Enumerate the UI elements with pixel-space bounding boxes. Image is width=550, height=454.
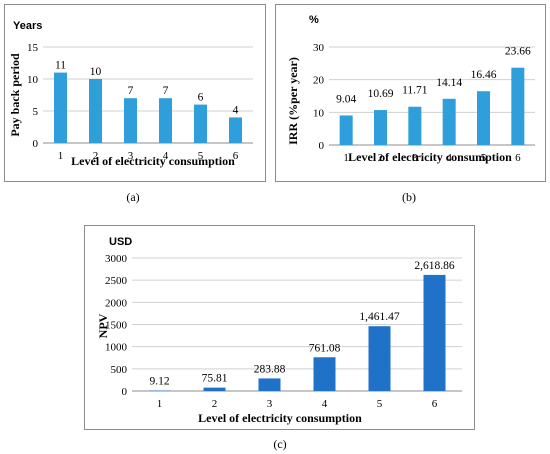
- chart-b-caption: (b): [402, 190, 416, 204]
- bar: [124, 98, 137, 143]
- y-tick-label: 5: [33, 106, 39, 118]
- y-tick-label: 2000: [105, 297, 128, 309]
- bar: [258, 378, 281, 391]
- bar: [159, 98, 172, 143]
- y-axis-title: Pay back period: [8, 53, 22, 137]
- x-tick-label: 2: [212, 398, 218, 410]
- x-tick-label: 6: [432, 398, 438, 410]
- x-tick-label: 1: [157, 398, 163, 410]
- data-label: 10.69: [368, 88, 394, 100]
- y-tick-label: 10: [27, 74, 39, 86]
- y-tick-label: 1500: [105, 320, 128, 332]
- data-label: 9.12: [149, 376, 169, 388]
- bar: [54, 72, 67, 143]
- data-label: 1,461.47: [359, 311, 400, 323]
- chart-a-caption: (a): [126, 190, 140, 204]
- x-tick-label: 5: [198, 150, 204, 162]
- y-tick-label: 0: [319, 140, 325, 152]
- data-label: 11.71: [402, 85, 428, 97]
- bar: [229, 117, 242, 143]
- unit-label: %: [309, 14, 319, 26]
- y-tick-label: 20: [313, 75, 325, 87]
- bar: [511, 67, 525, 145]
- bar: [89, 79, 102, 143]
- data-label: 283.88: [254, 363, 286, 375]
- data-label: 75.81: [202, 373, 228, 385]
- bar: [368, 326, 391, 391]
- y-tick-label: 3000: [105, 253, 128, 265]
- y-tick-label: 500: [111, 364, 128, 376]
- y-tick-label: 30: [313, 42, 325, 54]
- data-label: 14.14: [436, 77, 462, 89]
- x-tick-label: 2: [378, 152, 384, 164]
- x-tick-label: 4: [322, 398, 328, 410]
- x-tick-label: 5: [481, 152, 487, 164]
- data-label: 6: [198, 92, 204, 104]
- y-tick-label: 0: [33, 138, 39, 150]
- data-label: 16.46: [471, 69, 497, 81]
- chart-c-svg: 0 500 1000 1500 2000 2500 3000 9.12 1 75.81 2 283.8…: [96, 236, 462, 425]
- bar: [194, 104, 207, 143]
- x-tick-label: 1: [343, 152, 349, 164]
- bar: [423, 274, 446, 391]
- y-axis-title: NPV: [96, 313, 110, 338]
- chart-b-panel: 0 10 20 30 9.04 1 10.69 2 11.71 3 14.14 4 16.46 5 23.6…: [275, 4, 546, 182]
- data-label: 9.04: [336, 93, 356, 105]
- chart-c-panel: 0 500 1000 1500 2000 2500 3000 9.12 1 75.81 2 283.8…: [84, 225, 475, 430]
- bar: [408, 106, 422, 145]
- x-tick-label: 6: [233, 150, 239, 162]
- y-tick-label: 10: [313, 107, 325, 119]
- bar: [313, 357, 336, 391]
- x-tick-label: 2: [93, 150, 99, 162]
- x-tick-label: 1: [58, 150, 64, 162]
- x-axis-title: Level of electricity consumption: [198, 411, 362, 425]
- chart-b-svg: 0 10 20 30 9.04 1 10.69 2 11.71 3 14.14 4 16.46 5 23.6…: [286, 14, 535, 164]
- y-axis-title: IRR (%per year): [286, 57, 300, 145]
- chart-c-caption: (c): [273, 437, 287, 451]
- y-tick-label: 0: [122, 386, 128, 398]
- bar: [477, 91, 490, 145]
- data-label: 23.66: [505, 46, 531, 58]
- bar: [203, 387, 226, 391]
- data-label: 761.08: [309, 342, 341, 354]
- data-label: 7: [163, 85, 169, 97]
- unit-label: Years: [13, 20, 42, 32]
- y-tick-label: 1000: [105, 342, 128, 354]
- y-tick-label: 15: [27, 42, 39, 54]
- data-label: 2,618.86: [414, 260, 455, 272]
- y-tick-label: 2500: [105, 275, 128, 287]
- data-label: 10: [90, 66, 102, 78]
- data-label: 11: [55, 60, 66, 72]
- bar: [442, 98, 456, 145]
- bar: [339, 115, 353, 145]
- x-tick-label: 3: [128, 150, 134, 162]
- bar: [374, 110, 387, 145]
- x-tick-label: 4: [446, 152, 452, 164]
- data-label: 7: [128, 85, 134, 97]
- x-tick-label: 5: [377, 398, 383, 410]
- x-axis-title: Level of electricity consumption: [71, 154, 235, 168]
- unit-label: USD: [109, 236, 132, 248]
- x-tick-label: 4: [163, 150, 169, 162]
- data-label: 4: [233, 104, 239, 116]
- chart-a-panel: 0 5 10 15 11 1 10 2 7 3 7 4 6 5 4 6 Years Pay back period…: [4, 4, 266, 182]
- x-tick-label: 3: [412, 152, 418, 164]
- x-tick-label: 3: [267, 398, 273, 410]
- x-axis-title: Level of electricity consumption: [348, 150, 512, 164]
- x-tick-label: 6: [515, 152, 521, 164]
